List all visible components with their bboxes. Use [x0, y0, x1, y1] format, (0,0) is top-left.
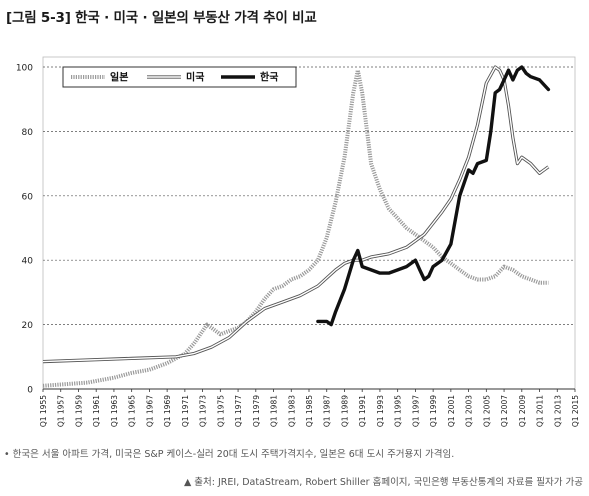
x-tick-label-1979: Q1 1979 — [252, 395, 261, 427]
y-tick-label-40: 40 — [22, 257, 34, 267]
legend-label-3: 한국 — [260, 72, 278, 84]
legend-entry-1: 일본 — [71, 71, 128, 84]
legend-label-1: 일본 — [110, 71, 128, 84]
x-tick-label-2001: Q1 2001 — [447, 395, 456, 427]
x-tick-label-1965: Q1 1965 — [128, 395, 137, 427]
x-tick-label-1983: Q1 1983 — [287, 395, 296, 427]
source-note: ▲ 출처: JREI, DataStream, Robert Shiller 홈… — [183, 477, 583, 488]
x-tick-label-1959: Q1 1959 — [74, 395, 83, 427]
series-line-us — [42, 65, 550, 364]
legend-entry-2: 미국 — [147, 71, 204, 84]
x-tick-label-2015: Q1 2015 — [571, 395, 580, 427]
footnote: • 한국은 서울 아파트 가격, 미국은 S&P 케이스-실러 20대 도시 주… — [4, 449, 455, 460]
x-tick-label-1975: Q1 1975 — [216, 395, 225, 427]
x-tick-label-1997: Q1 1997 — [411, 395, 420, 427]
x-tick-label-1995: Q1 1995 — [394, 395, 403, 427]
x-tick-label-1989: Q1 1989 — [340, 395, 349, 427]
series-1 — [42, 68, 549, 388]
line-chart: 0 20 40 60 80 100 Q1 1955 Q1 1957 Q1 1959 Q1 196… — [16, 56, 580, 427]
series-line-japan — [42, 68, 549, 388]
series-line-us-inner — [42, 66, 549, 363]
x-tick-label-2005: Q1 2005 — [482, 395, 491, 427]
y-tick-label-80: 80 — [22, 128, 34, 138]
y-tick-label-100: 100 — [16, 64, 33, 74]
x-tick-label-1999: Q1 1999 — [429, 395, 438, 427]
series-2 — [42, 65, 550, 364]
x-tick-label-1963: Q1 1963 — [110, 395, 119, 427]
series-line-korea — [316, 65, 551, 327]
legend-entry-3: 한국 — [221, 72, 278, 84]
x-tick-label-1993: Q1 1993 — [376, 395, 385, 427]
x-tick-label-2011: Q1 2011 — [536, 395, 545, 427]
x-tick-label-1961: Q1 1961 — [92, 395, 101, 427]
x-tick-label-1967: Q1 1967 — [145, 395, 154, 427]
x-tick-label-1973: Q1 1973 — [199, 395, 208, 427]
x-tick-label-1985: Q1 1985 — [305, 395, 314, 427]
x-tick-label-2003: Q1 2003 — [465, 395, 474, 427]
x-tick-label-1957: Q1 1957 — [57, 395, 66, 427]
y-tick-label-20: 20 — [22, 321, 34, 331]
y-tick-label-0: 0 — [27, 386, 33, 396]
x-tick-label-1969: Q1 1969 — [163, 395, 172, 427]
series-3 — [316, 65, 551, 327]
x-tick-label-1977: Q1 1977 — [234, 395, 243, 427]
x-tick-label-1981: Q1 1981 — [270, 395, 279, 427]
legend-label-2: 미국 — [186, 71, 204, 84]
y-tick-label-60: 60 — [22, 192, 34, 202]
x-tick-label-1955: Q1 1955 — [39, 395, 48, 427]
x-tick-label-1971: Q1 1971 — [181, 395, 190, 427]
x-tick-label-1987: Q1 1987 — [323, 395, 332, 427]
x-tick-label-2009: Q1 2009 — [518, 395, 527, 427]
figure-title: [그림 5-3] 한국 · 미국 · 일본의 부동산 가격 추이 비교 — [6, 10, 317, 26]
x-tick-label-1991: Q1 1991 — [358, 395, 367, 427]
x-tick-label-2007: Q1 2007 — [500, 395, 509, 427]
x-tick-label-2013: Q1 2013 — [553, 395, 562, 427]
